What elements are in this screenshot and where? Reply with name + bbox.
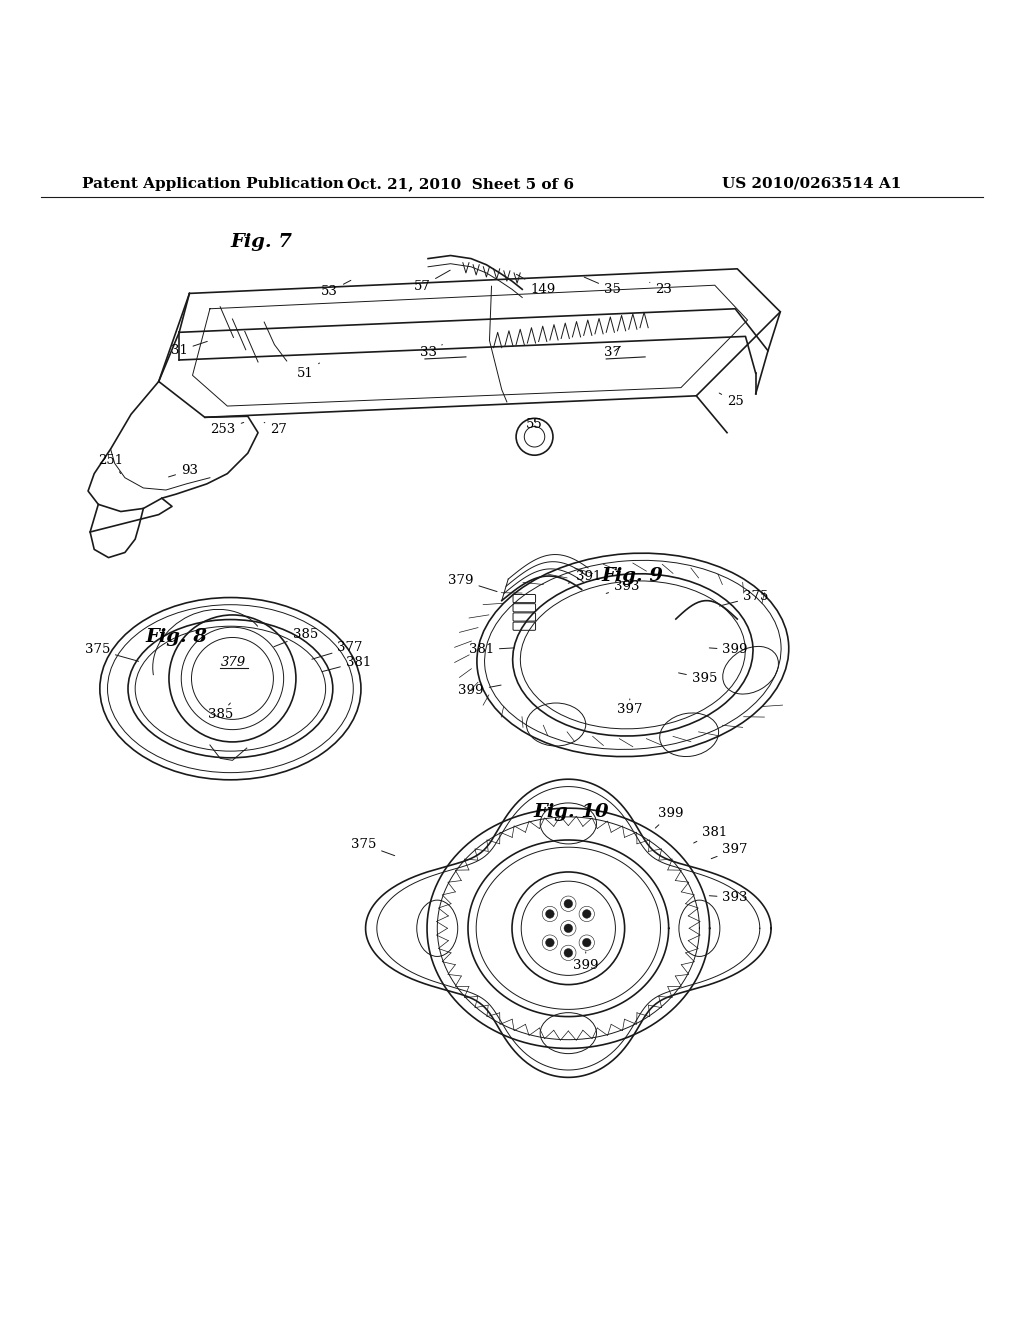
Circle shape [564, 924, 572, 933]
Circle shape [546, 939, 554, 946]
Text: 25: 25 [719, 393, 743, 408]
Text: 399: 399 [710, 643, 748, 656]
Text: 51: 51 [297, 363, 319, 380]
Text: 33: 33 [420, 345, 442, 359]
Text: 37: 37 [604, 346, 621, 359]
Text: 27: 27 [264, 422, 287, 436]
Text: 377: 377 [312, 642, 362, 659]
Text: 93: 93 [169, 465, 198, 477]
Text: 35: 35 [584, 277, 621, 296]
Text: Fig. 9: Fig. 9 [602, 568, 664, 585]
Text: 375: 375 [720, 590, 768, 606]
Text: 395: 395 [679, 672, 717, 685]
Text: Fig. 7: Fig. 7 [230, 234, 292, 251]
Text: 379: 379 [221, 656, 246, 668]
Text: 397: 397 [617, 698, 642, 715]
Text: 381: 381 [323, 656, 371, 672]
Text: 53: 53 [322, 280, 351, 298]
Text: 55: 55 [526, 418, 543, 430]
Text: 397: 397 [712, 843, 748, 859]
Text: 391: 391 [568, 569, 601, 583]
Text: 375: 375 [351, 838, 394, 855]
Text: 375: 375 [85, 643, 138, 661]
Text: 23: 23 [649, 282, 672, 296]
Circle shape [564, 899, 572, 908]
Text: 399: 399 [573, 952, 598, 972]
Text: 393: 393 [710, 891, 748, 904]
Text: US 2010/0263514 A1: US 2010/0263514 A1 [722, 177, 901, 191]
Text: 57: 57 [414, 271, 451, 293]
Text: Patent Application Publication: Patent Application Publication [82, 177, 344, 191]
Text: Oct. 21, 2010  Sheet 5 of 6: Oct. 21, 2010 Sheet 5 of 6 [347, 177, 574, 191]
Text: 385: 385 [274, 628, 317, 647]
Circle shape [583, 939, 591, 946]
Text: Fig. 10: Fig. 10 [534, 803, 609, 821]
Text: 379: 379 [449, 574, 497, 591]
Text: 251: 251 [98, 454, 123, 474]
Text: 393: 393 [606, 579, 639, 594]
Text: 399: 399 [459, 684, 501, 697]
Circle shape [564, 949, 572, 957]
Circle shape [546, 909, 554, 919]
Text: 381: 381 [469, 643, 514, 656]
Text: 31: 31 [171, 342, 207, 358]
Text: 381: 381 [693, 825, 727, 843]
Text: 385: 385 [208, 704, 232, 721]
Text: 149: 149 [516, 275, 555, 296]
Text: 399: 399 [655, 807, 683, 828]
Circle shape [583, 909, 591, 919]
Text: 253: 253 [211, 422, 244, 436]
Text: Fig. 8: Fig. 8 [145, 628, 207, 647]
